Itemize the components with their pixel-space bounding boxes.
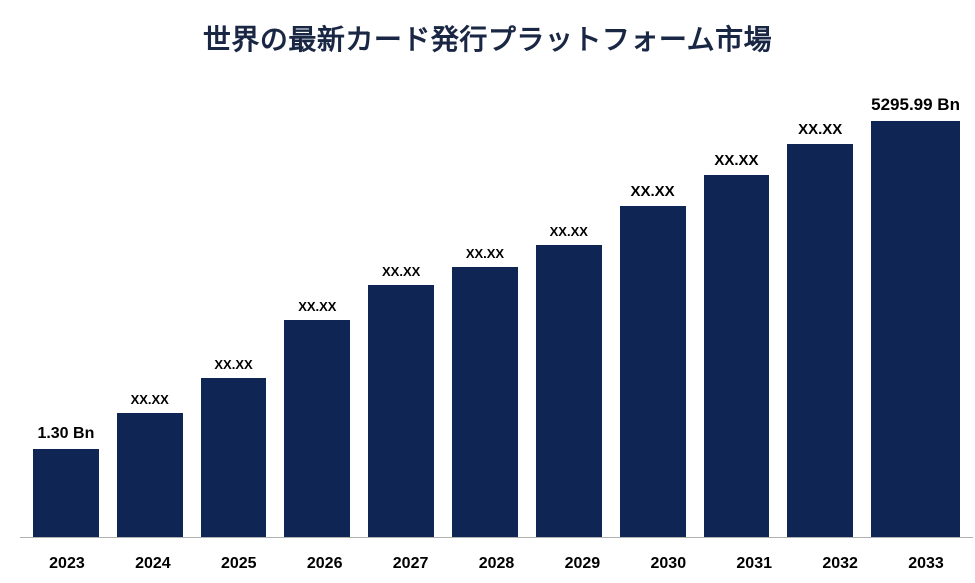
chart-plot-area: 1.30 Bn XX.XX XX.XX XX.XX XX.XX XX.XX XX… bbox=[20, 95, 973, 538]
bar-column: XX.XX bbox=[527, 95, 611, 537]
chart-title: 世界の最新カード発行プラットフォーム市場 bbox=[0, 0, 975, 58]
bar-column: 1.30 Bn bbox=[24, 95, 108, 537]
bar-value-label: 5295.99 Bn bbox=[871, 95, 960, 115]
bar-column: XX.XX bbox=[359, 95, 443, 537]
bar-container: 1.30 Bn XX.XX XX.XX XX.XX XX.XX XX.XX XX… bbox=[20, 95, 973, 537]
x-tick-label: 2032 bbox=[797, 555, 883, 573]
bar-column: XX.XX bbox=[275, 95, 359, 537]
x-tick-label: 2029 bbox=[539, 555, 625, 573]
bar-rect bbox=[452, 267, 518, 537]
bar-value-label: XX.XX bbox=[298, 299, 336, 314]
bar-rect bbox=[33, 449, 99, 537]
bar-column: 5295.99 Bn bbox=[862, 95, 969, 537]
bar-rect bbox=[117, 413, 183, 537]
x-tick-label: 2023 bbox=[24, 555, 110, 573]
x-tick-label: 2028 bbox=[454, 555, 540, 573]
x-tick-label: 2030 bbox=[625, 555, 711, 573]
bar-value-label: XX.XX bbox=[214, 357, 252, 372]
bar-column: XX.XX bbox=[611, 95, 695, 537]
bar-rect bbox=[284, 320, 350, 537]
bar-rect bbox=[201, 378, 267, 537]
bar-value-label: XX.XX bbox=[382, 264, 420, 279]
bar-value-label: 1.30 Bn bbox=[37, 425, 94, 443]
bar-column: XX.XX bbox=[695, 95, 779, 537]
bar-value-label: XX.XX bbox=[466, 246, 504, 261]
bar-column: XX.XX bbox=[108, 95, 192, 537]
bar-value-label: XX.XX bbox=[550, 224, 588, 239]
x-tick-label: 2033 bbox=[883, 555, 969, 573]
x-tick-label: 2024 bbox=[110, 555, 196, 573]
bar-value-label: XX.XX bbox=[798, 121, 842, 138]
bar-column: XX.XX bbox=[443, 95, 527, 537]
bar-rect bbox=[787, 144, 853, 537]
bar-column: XX.XX bbox=[192, 95, 276, 537]
bar-rect bbox=[704, 175, 770, 537]
bar-value-label: XX.XX bbox=[631, 183, 675, 200]
bar-value-label: XX.XX bbox=[714, 152, 758, 169]
bar-rect bbox=[536, 245, 602, 537]
x-tick-label: 2025 bbox=[196, 555, 282, 573]
x-tick-label: 2026 bbox=[282, 555, 368, 573]
x-tick-label: 2027 bbox=[368, 555, 454, 573]
x-tick-label: 2031 bbox=[711, 555, 797, 573]
bar-rect bbox=[368, 285, 434, 537]
bar-rect bbox=[871, 121, 960, 537]
bar-value-label: XX.XX bbox=[131, 392, 169, 407]
bar-rect bbox=[620, 206, 686, 538]
x-axis: 2023 2024 2025 2026 2027 2028 2029 2030 … bbox=[20, 555, 973, 573]
bar-column: XX.XX bbox=[778, 95, 862, 537]
